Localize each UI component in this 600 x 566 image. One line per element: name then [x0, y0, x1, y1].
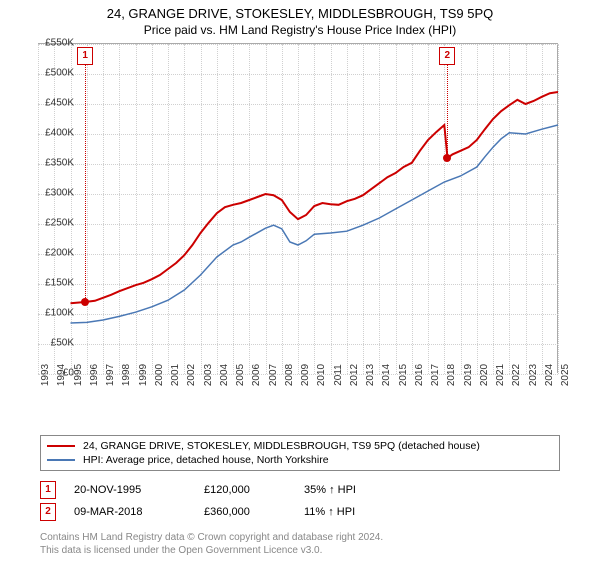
- sales-price: £360,000: [204, 506, 304, 518]
- legend-label: HPI: Average price, detached house, Nort…: [83, 454, 329, 466]
- chart-title: 24, GRANGE DRIVE, STOKESLEY, MIDDLESBROU…: [0, 6, 600, 21]
- chart-container: 24, GRANGE DRIVE, STOKESLEY, MIDDLESBROU…: [0, 6, 600, 566]
- chart-subtitle: Price paid vs. HM Land Registry's House …: [0, 23, 600, 37]
- sales-date: 09-MAR-2018: [74, 506, 204, 518]
- sales-marker-icon: 1: [40, 481, 56, 499]
- sales-table: 1 20-NOV-1995£120,00035% ↑ HPI 2 09-MAR-201…: [40, 479, 560, 523]
- series-hpi: [71, 125, 559, 323]
- sale-marker: 2: [439, 47, 455, 65]
- legend-row: 24, GRANGE DRIVE, STOKESLEY, MIDDLESBROU…: [47, 439, 553, 453]
- footer-text: Contains HM Land Registry data © Crown c…: [40, 531, 560, 557]
- sales-row: 2 09-MAR-2018£360,00011% ↑ HPI: [40, 501, 560, 523]
- chart-wrap: 12 £0£50K£100K£150K£200K£250K£300K£350K£…: [38, 43, 598, 403]
- legend-swatch: [47, 459, 75, 461]
- legend-row: HPI: Average price, detached house, Nort…: [47, 453, 553, 467]
- sales-rel: 11% ↑ HPI: [304, 506, 560, 518]
- footer-line-2: This data is licensed under the Open Gov…: [40, 544, 560, 557]
- gridline-v: [558, 44, 559, 374]
- legend-label: 24, GRANGE DRIVE, STOKESLEY, MIDDLESBROU…: [83, 440, 480, 452]
- sale-point: [443, 154, 451, 162]
- sale-point: [81, 298, 89, 306]
- lines-svg: [38, 44, 558, 374]
- footer-line-1: Contains HM Land Registry data © Crown c…: [40, 531, 560, 544]
- sale-connector: [447, 62, 448, 158]
- sales-marker-icon: 2: [40, 503, 56, 521]
- series-property: [71, 92, 559, 303]
- plot-area: 12: [38, 43, 558, 373]
- sales-rel: 35% ↑ HPI: [304, 484, 560, 496]
- xtick-label: 2025: [558, 364, 571, 386]
- legend: 24, GRANGE DRIVE, STOKESLEY, MIDDLESBROU…: [40, 435, 560, 471]
- sale-connector: [85, 62, 86, 302]
- legend-swatch: [47, 445, 75, 447]
- sales-row: 1 20-NOV-1995£120,00035% ↑ HPI: [40, 479, 560, 501]
- sales-price: £120,000: [204, 484, 304, 496]
- sale-marker: 1: [77, 47, 93, 65]
- sales-date: 20-NOV-1995: [74, 484, 204, 496]
